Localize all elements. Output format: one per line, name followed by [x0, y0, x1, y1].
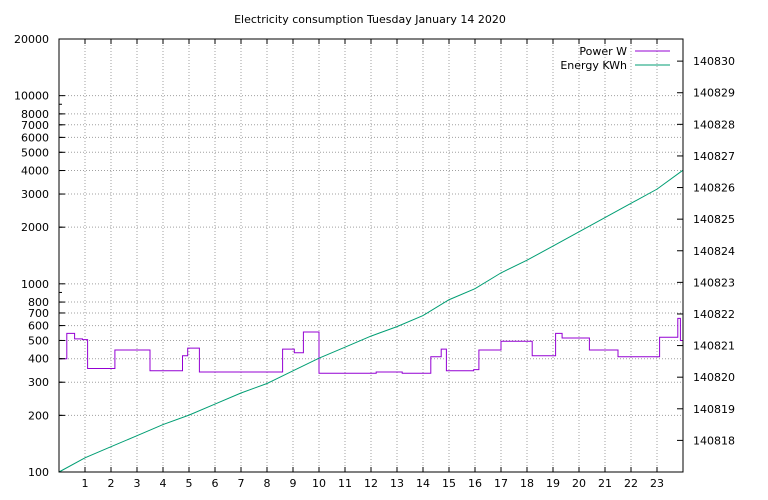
- x-tick-label: 4: [160, 477, 167, 490]
- y-right-tick-label: 140819: [693, 403, 735, 416]
- axis-ticks: 1 2 3 4 5 6 7 8 9 10 11 12 13 14 15 16 17 18 19 20 21 22 23100…: [14, 33, 735, 490]
- legend-label: Power W: [579, 45, 627, 58]
- y-left-tick-label: 7000: [21, 119, 49, 132]
- x-tick-label: 2: [108, 477, 115, 490]
- y-left-tick-label: 10000: [14, 90, 49, 103]
- y-left-tick-label: 300: [28, 376, 49, 389]
- series-line-2: [58, 169, 684, 473]
- chart-title: Electricity consumption Tuesday January …: [234, 13, 506, 26]
- x-tick-label: 23: [650, 477, 664, 490]
- y-left-tick-label: 5000: [21, 146, 49, 159]
- y-right-tick-label: 140822: [693, 308, 735, 321]
- y-left-tick-label: 6000: [21, 131, 49, 144]
- y-left-tick-label: 600: [28, 320, 49, 333]
- x-tick-label: 8: [264, 477, 271, 490]
- y-right-tick-label: 140823: [693, 276, 735, 289]
- x-tick-label: 16: [468, 477, 482, 490]
- y-right-tick-label: 140820: [693, 371, 735, 384]
- y-right-tick-label: 140828: [693, 118, 735, 131]
- x-tick-label: 3: [134, 477, 141, 490]
- y-left-tick-label: 400: [28, 353, 49, 366]
- x-tick-label: 12: [364, 477, 378, 490]
- y-right-tick-label: 140827: [693, 150, 735, 163]
- x-tick-label: 9: [290, 477, 297, 490]
- y-left-tick-label: 1000: [21, 278, 49, 291]
- y-right-tick-label: 140824: [693, 245, 735, 258]
- y-left-tick-label: 3000: [21, 188, 49, 201]
- x-tick-label: 18: [520, 477, 534, 490]
- y-left-tick-label: 500: [28, 334, 49, 347]
- x-tick-label: 5: [186, 477, 193, 490]
- y-right-tick-label: 140825: [693, 213, 735, 226]
- y-right-tick-label: 140826: [693, 182, 735, 195]
- y-left-tick-label: 2000: [21, 221, 49, 234]
- x-tick-label: 19: [546, 477, 560, 490]
- x-tick-label: 15: [442, 477, 456, 490]
- y-right-tick-label: 140829: [693, 87, 735, 100]
- x-tick-label: 6: [212, 477, 219, 490]
- series-layer: [58, 169, 684, 473]
- x-tick-label: 14: [416, 477, 430, 490]
- y-right-tick-label: 140818: [693, 434, 735, 447]
- x-tick-label: 11: [338, 477, 352, 490]
- y-right-tick-label: 140830: [693, 55, 735, 68]
- x-tick-label: 1: [82, 477, 89, 490]
- x-tick-label: 22: [624, 477, 638, 490]
- y-left-tick-label: 8000: [21, 108, 49, 121]
- y-left-tick-label: 800: [28, 296, 49, 309]
- series-line-1: [59, 317, 683, 374]
- y-left-tick-label: 200: [28, 409, 49, 422]
- x-tick-label: 13: [390, 477, 404, 490]
- y-left-tick-label: 100: [28, 466, 49, 479]
- x-tick-label: 21: [598, 477, 612, 490]
- y-right-tick-label: 140821: [693, 340, 735, 353]
- y-left-tick-label: 700: [28, 307, 49, 320]
- y-left-tick-label: 20000: [14, 33, 49, 46]
- x-tick-label: 20: [572, 477, 586, 490]
- grid: [59, 38, 683, 473]
- x-tick-label: 10: [312, 477, 326, 490]
- x-tick-label: 17: [494, 477, 508, 490]
- y-left-tick-label: 4000: [21, 165, 49, 178]
- x-tick-label: 7: [238, 477, 245, 490]
- legend-label: Energy KWh: [560, 59, 627, 72]
